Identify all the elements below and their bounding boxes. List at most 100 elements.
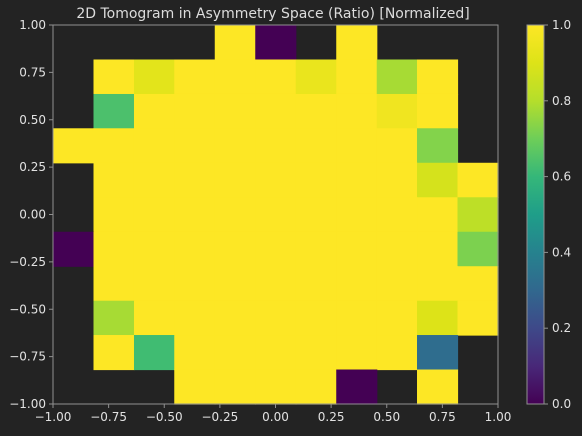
heatmap-cell — [255, 300, 297, 336]
heatmap-cell — [295, 335, 337, 371]
heatmap-cell — [174, 128, 216, 164]
x-tick-label: −0.50 — [146, 410, 183, 424]
heatmap-cell — [295, 93, 337, 129]
heatmap-cell — [295, 266, 337, 302]
heatmap-cell — [376, 93, 418, 129]
x-tick-label: 0.00 — [262, 410, 289, 424]
heatmap-cell — [336, 128, 378, 164]
heatmap-cell — [255, 25, 297, 61]
heatmap-cell — [336, 266, 378, 302]
heatmap-cell — [457, 266, 499, 302]
heatmap-cell — [417, 128, 459, 164]
heatmap-cell — [214, 128, 256, 164]
heatmap-cell — [417, 335, 459, 371]
heatmap-cell — [93, 231, 135, 267]
heatmap-cell — [295, 162, 337, 198]
heatmap-cell — [336, 59, 378, 95]
heatmap-cell — [457, 197, 499, 233]
y-tick-label: −0.50 — [9, 302, 46, 316]
x-axis-ticks: −1.00 −0.75 −0.50 −0.25 0.00 0.25 0.50 0.75 1.00 — [35, 404, 511, 424]
heatmap-cell — [336, 197, 378, 233]
heatmap-cell — [93, 93, 135, 129]
heatmap-cell — [336, 25, 378, 61]
y-tick-label: −1.00 — [9, 397, 46, 411]
heatmap-cells — [53, 25, 499, 405]
colorbar-ticks: 0.0 0.2 0.4 0.6 0.8 1.0 — [544, 18, 571, 411]
heatmap-cell — [457, 231, 499, 267]
y-tick-label: 0.50 — [19, 113, 46, 127]
heatmap-cell — [214, 197, 256, 233]
heatmap-cell — [214, 231, 256, 267]
heatmap-cell — [214, 25, 256, 61]
heatmap-cell — [214, 93, 256, 129]
heatmap-cell — [174, 369, 216, 405]
heatmap-cell — [53, 128, 95, 164]
colorbar-tick-label: 0.0 — [552, 397, 571, 411]
heatmap-cell — [376, 197, 418, 233]
x-tick-label: 0.75 — [429, 410, 456, 424]
heatmap-cell — [336, 300, 378, 336]
heatmap-cell — [174, 231, 216, 267]
heatmap-cell — [174, 300, 216, 336]
heatmap-cell — [133, 162, 175, 198]
heatmap-cell — [417, 93, 459, 129]
x-tick-label: −0.75 — [90, 410, 127, 424]
heatmap-cell — [376, 128, 418, 164]
heatmap-cell — [133, 128, 175, 164]
heatmap-cell — [336, 93, 378, 129]
heatmap-cell — [174, 335, 216, 371]
heatmap-cell — [336, 335, 378, 371]
y-axis-ticks: −1.00 −0.75 −0.50 −0.25 0.00 0.25 0.50 0.75 1.00 — [9, 18, 53, 411]
heatmap-cell — [295, 369, 337, 405]
heatmap-cell — [214, 369, 256, 405]
heatmap-cell — [417, 369, 459, 405]
heatmap-cell — [417, 266, 459, 302]
colorbar-tick-label: 0.8 — [552, 94, 571, 108]
heatmap-cell — [133, 335, 175, 371]
heatmap-cell — [295, 59, 337, 95]
heatmap-cell — [93, 266, 135, 302]
heatmap-cell — [133, 197, 175, 233]
heatmap-cell — [214, 59, 256, 95]
heatmap-cell — [336, 231, 378, 267]
heatmap-cell — [255, 369, 297, 405]
heatmap-cell — [457, 300, 499, 336]
heatmap-cell — [174, 93, 216, 129]
x-tick-label: −1.00 — [35, 410, 72, 424]
heatmap-cell — [457, 162, 499, 198]
heatmap-cell — [93, 197, 135, 233]
heatmap-cell — [255, 266, 297, 302]
heatmap-cell — [255, 231, 297, 267]
y-tick-label: 0.25 — [19, 160, 46, 174]
heatmap-cell — [376, 266, 418, 302]
heatmap-cell — [255, 197, 297, 233]
y-tick-label: 0.75 — [19, 65, 46, 79]
heatmap-cell — [93, 335, 135, 371]
colorbar-tick-label: 0.4 — [552, 245, 571, 259]
heatmap-cell — [295, 197, 337, 233]
heatmap-cell — [93, 162, 135, 198]
heatmap-cell — [417, 162, 459, 198]
heatmap-cell — [417, 197, 459, 233]
heatmap-cell — [133, 300, 175, 336]
heatmap-cell — [93, 59, 135, 95]
x-tick-label: 0.50 — [373, 410, 400, 424]
y-tick-label: 0.00 — [19, 208, 46, 222]
heatmap-cell — [295, 300, 337, 336]
colorbar-tick-label: 0.6 — [552, 170, 571, 184]
heatmap-cell — [295, 231, 337, 267]
heatmap-cell — [376, 59, 418, 95]
heatmap-cell — [53, 231, 95, 267]
heatmap-cell — [214, 266, 256, 302]
heatmap-cell — [133, 266, 175, 302]
heatmap-cell — [93, 300, 135, 336]
heatmap-cell — [255, 335, 297, 371]
heatmap-cell — [376, 300, 418, 336]
heatmap-cell — [417, 231, 459, 267]
chart-title: 2D Tomogram in Asymmetry Space (Ratio) [… — [76, 6, 469, 22]
heatmap-cell — [255, 162, 297, 198]
heatmap-cell — [174, 266, 216, 302]
heatmap-cell — [417, 59, 459, 95]
